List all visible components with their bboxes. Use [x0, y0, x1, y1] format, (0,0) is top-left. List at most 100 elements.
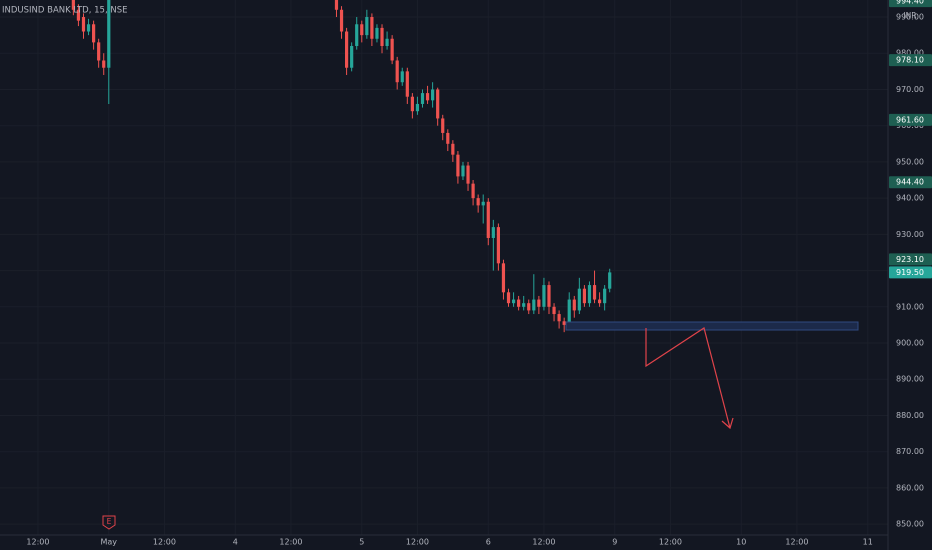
candle-body: [92, 24, 96, 43]
x-tick-label: 10: [736, 538, 746, 547]
x-tick-label: 12:00: [279, 538, 302, 547]
candle-body: [385, 38, 389, 47]
candle-body: [461, 165, 465, 177]
candle-body: [577, 288, 581, 311]
candle-body: [395, 60, 399, 83]
price-badge: [889, 253, 932, 266]
event-badge: [102, 515, 116, 530]
candle-body: [339, 9, 344, 32]
candle-body: [587, 285, 592, 304]
y-tick-label: 870.00: [896, 447, 924, 456]
candle-body: [542, 285, 546, 307]
candle-body: [476, 198, 480, 206]
candle-body: [527, 303, 531, 311]
candle-body: [102, 60, 106, 68]
x-tick-label: 12:00: [659, 538, 682, 547]
currency-label: INR: [903, 11, 916, 20]
y-tick-label: 940.00: [896, 194, 924, 203]
y-tick-label: 930.00: [896, 230, 924, 239]
candle-body: [380, 27, 384, 47]
y-tick-label: 910.00: [896, 302, 924, 311]
candle-body: [446, 132, 450, 144]
candle-body: [441, 118, 445, 133]
candle-body: [365, 17, 369, 36]
candle-body: [344, 31, 349, 68]
x-tick-label: 12:00: [153, 538, 176, 547]
candle-body: [486, 201, 490, 238]
x-tick-label: 12:00: [406, 538, 429, 547]
y-tick-label: 880.00: [896, 411, 924, 420]
y-tick-label: 950.00: [896, 157, 924, 166]
x-tick-label: May: [101, 538, 118, 547]
x-tick-label: 12:00: [26, 538, 49, 547]
candle-body: [360, 24, 364, 36]
price-badge-label: 961.60: [896, 115, 924, 124]
candle-body: [608, 272, 612, 289]
price-badge: [889, 176, 932, 189]
price-badge-label: 978.10: [896, 56, 924, 65]
candle-body: [537, 299, 541, 307]
candle-body: [350, 46, 354, 68]
candle-body: [567, 299, 571, 325]
candle-body: [466, 165, 470, 184]
candle-body: [390, 38, 394, 61]
candle-body: [107, 0, 111, 68]
price-badge: [889, 54, 932, 67]
chart-title: INDUSIND BANK LTD, 15, NSE: [2, 6, 127, 16]
price-badge-label: 944.40: [896, 178, 924, 187]
x-tick-label: 9: [612, 538, 617, 547]
x-tick-label: 12:00: [532, 538, 555, 547]
event-label: E: [107, 517, 112, 526]
candle-body: [71, 0, 75, 10]
candle-body: [436, 89, 440, 119]
candle-body: [557, 314, 561, 322]
candles: [71, 0, 612, 333]
y-tick-label: 890.00: [896, 375, 924, 384]
candle-body: [592, 285, 597, 300]
candle-body: [501, 263, 506, 293]
x-tick-label: 6: [486, 538, 491, 547]
candle-body: [76, 9, 81, 21]
candle-body: [334, 0, 339, 10]
candle-body: [431, 89, 435, 101]
candle-body: [420, 93, 425, 104]
event-marker: E: [102, 515, 116, 530]
candle-body: [532, 299, 536, 311]
price-badge-label: 919.50: [896, 268, 924, 277]
x-tick-label: 11: [863, 538, 873, 547]
support-zone: [565, 321, 859, 331]
y-tick-label: 970.00: [896, 85, 924, 94]
candle-body: [400, 71, 404, 83]
candle-body: [86, 24, 91, 32]
price-badge: [889, 266, 932, 279]
x-tick-label: 4: [233, 538, 238, 547]
price-badge-label: 994.40: [896, 0, 924, 6]
grid: [0, 0, 888, 535]
candle-body: [81, 17, 86, 32]
projection-path: [645, 327, 731, 429]
candle-body: [471, 183, 475, 199]
y-tick-label: 850.00: [896, 520, 924, 529]
price-badge: [889, 0, 932, 8]
candle-body: [517, 299, 521, 307]
candle-body: [547, 285, 551, 307]
candle-body: [572, 299, 576, 311]
candle-body: [552, 306, 556, 315]
y-tick-label: 900.00: [896, 339, 924, 348]
candle-body: [506, 292, 511, 304]
y-tick-label: 980.00: [896, 49, 924, 58]
candle-body: [405, 71, 409, 97]
candle-body: [511, 299, 516, 304]
candle-body: [370, 17, 374, 39]
arrow-head: [721, 417, 734, 430]
drawings: [565, 321, 859, 430]
y-tick-label: 990.00: [896, 13, 924, 22]
candle-body: [597, 299, 602, 304]
candle-body: [522, 303, 526, 307]
candle-body: [451, 143, 455, 155]
candle-body: [355, 24, 359, 47]
candle-body: [375, 27, 379, 39]
candle-body: [496, 227, 500, 264]
axes: 850.00 860.00 870.00 880.00 890.00 900.00 910.…: [26, 0, 932, 547]
